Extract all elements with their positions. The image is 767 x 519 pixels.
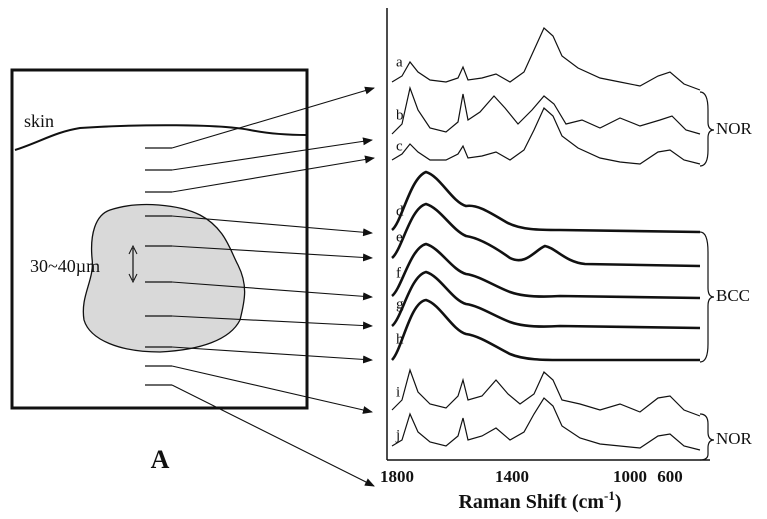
skin-label: skin <box>24 111 54 131</box>
curve-label: b <box>396 107 404 123</box>
curve-label: f <box>396 265 401 281</box>
size-label: 30~40µm <box>30 256 100 276</box>
spectra <box>390 27 701 451</box>
tumor <box>82 203 246 353</box>
x-tick-label: 1800 <box>380 467 414 486</box>
size-arrows <box>128 244 138 284</box>
arrows <box>171 86 375 487</box>
tissue-box <box>10 68 309 410</box>
curve-label: i <box>396 384 400 400</box>
dashes <box>145 147 172 386</box>
curve-label: h <box>396 331 404 347</box>
group-label: BCC <box>716 286 750 305</box>
x-tick-label: 1000 <box>613 467 647 486</box>
brackets <box>699 91 715 461</box>
curve-label: j <box>395 427 400 443</box>
skin-line <box>14 124 308 151</box>
x-tick-label: 1400 <box>495 467 529 486</box>
x-axis-title-main: Raman Shift (cm <box>458 491 604 513</box>
x-axis-title: Raman Shift (cm-1) <box>458 488 621 513</box>
x-axis-title-end: ) <box>615 491 622 513</box>
group-label: NOR <box>716 119 753 138</box>
curve-label: a <box>396 54 403 70</box>
x-axis-title-sup: -1 <box>604 488 615 503</box>
x-tick-label: 600 <box>657 467 683 486</box>
curve-label: e <box>396 229 403 245</box>
curve-label: c <box>396 138 403 154</box>
curve-label: g <box>396 296 404 312</box>
panel-label: A <box>151 445 170 474</box>
curve-label: d <box>396 203 404 219</box>
group-label: NOR <box>716 429 753 448</box>
